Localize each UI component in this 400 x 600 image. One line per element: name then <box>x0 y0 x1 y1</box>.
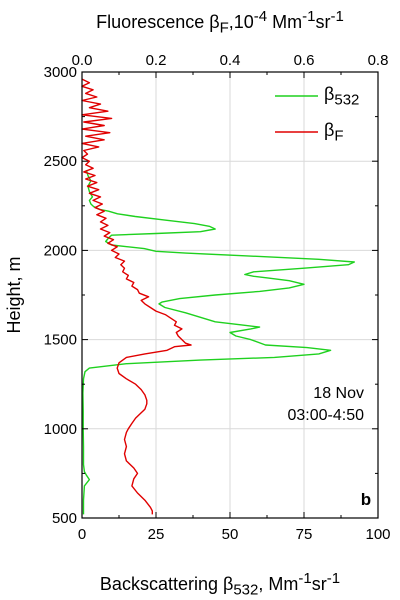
annotation-line-0: 18 Nov <box>313 385 364 402</box>
x-bottom-tick-label: 100 <box>365 526 390 543</box>
series-line-1 <box>81 78 192 515</box>
y-tick-label: 2000 <box>44 242 77 259</box>
y-axis-title: Height, m <box>4 256 24 333</box>
x-bottom-tick-label: 75 <box>296 526 313 543</box>
y-tick-label: 500 <box>52 510 77 527</box>
y-tick-label: 1500 <box>44 332 77 349</box>
panel-label: b <box>361 490 371 509</box>
x-top-tick-label: 0.8 <box>368 52 389 69</box>
x-bottom-tick-label: 50 <box>222 526 239 543</box>
x-top-axis-title: Fluorescence βF,10-4 Mm-1sr-1 <box>96 8 344 34</box>
x-top-tick-label: 0.2 <box>146 52 167 69</box>
legend-label-0: β532 <box>324 84 359 109</box>
x-top-tick-label: 0.6 <box>294 52 315 69</box>
y-tick-label: 2500 <box>44 153 77 170</box>
y-tick-label: 1000 <box>44 421 77 438</box>
annotation-line-1: 03:00-4:50 <box>287 407 364 424</box>
legend-label-1: βF <box>324 120 344 145</box>
x-bottom-tick-label: 0 <box>78 526 86 543</box>
x-top-tick-label: 0.4 <box>220 52 241 69</box>
x-top-tick-label: 0.0 <box>72 52 93 69</box>
x-bottom-tick-label: 25 <box>148 526 165 543</box>
series-line-0 <box>82 169 355 515</box>
x-bottom-axis-title: Backscattering β532, Mm-1sr-1 <box>100 570 340 596</box>
y-tick-label: 3000 <box>44 64 77 81</box>
